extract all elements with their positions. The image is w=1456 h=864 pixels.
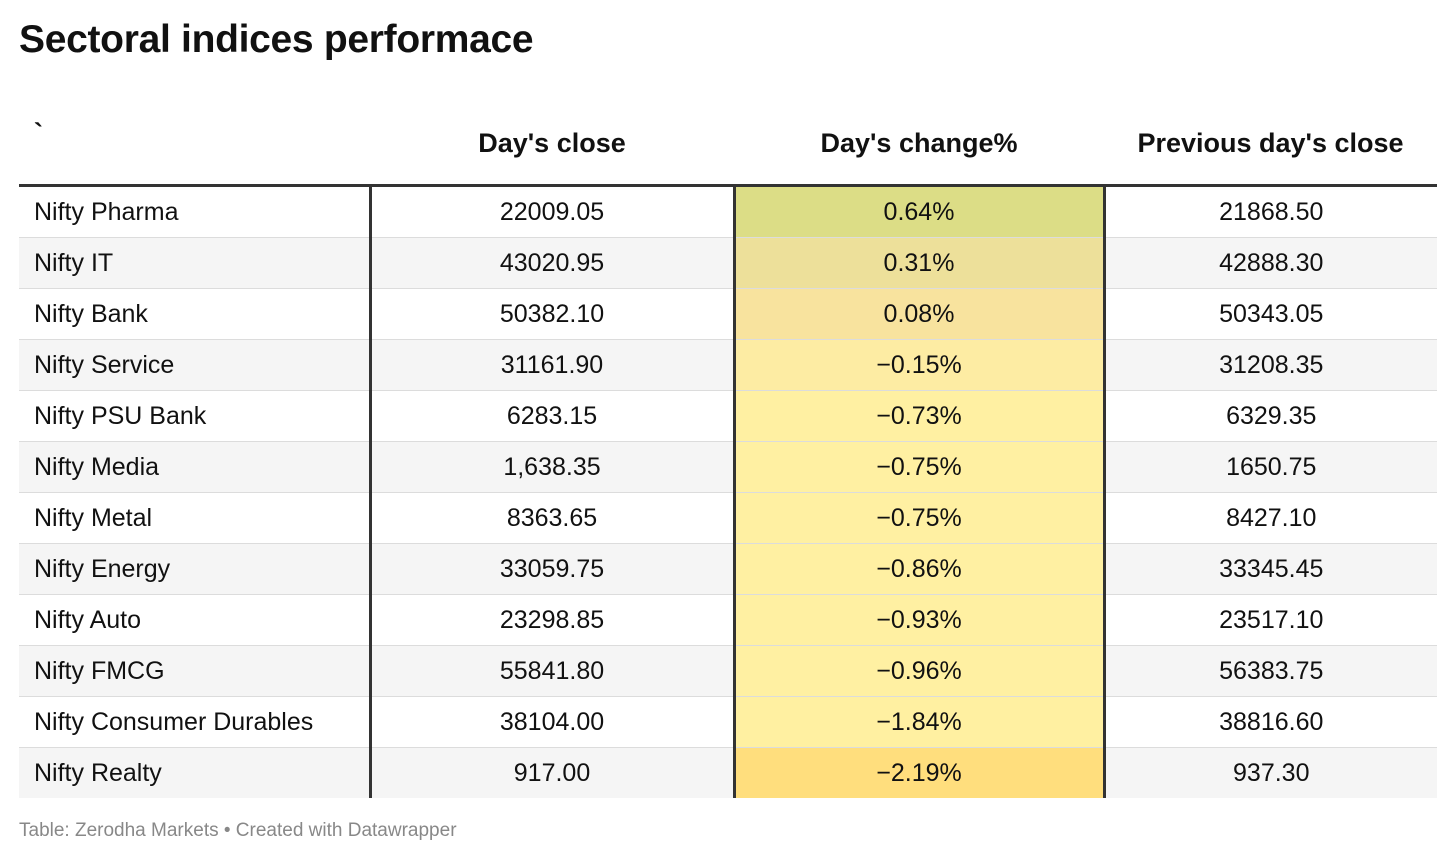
index-name-cell: Nifty Bank: [19, 288, 372, 340]
days-close-cell: 917.00: [370, 747, 734, 798]
previous-close-cell: 31208.35: [1104, 339, 1437, 391]
index-name-cell: Nifty Pharma: [19, 185, 372, 238]
days-change-cell: −0.75%: [732, 492, 1106, 544]
days-close-cell: 55841.80: [370, 645, 734, 697]
index-name-cell: Nifty Auto: [19, 594, 372, 646]
days-close-cell: 43020.95: [370, 237, 734, 289]
previous-close-cell: 6329.35: [1104, 390, 1437, 442]
table-row: Nifty Auto 23298.85 −0.93% 23517.10: [19, 594, 1437, 646]
table-row: Nifty IT 43020.95 0.31% 42888.30: [19, 237, 1437, 289]
days-change-cell: −0.73%: [732, 390, 1106, 442]
column-header-name: `: [19, 102, 370, 187]
days-change-cell: 0.08%: [732, 288, 1106, 340]
index-name-cell: Nifty FMCG: [19, 645, 372, 697]
days-close-cell: 50382.10: [370, 288, 734, 340]
previous-close-cell: 38816.60: [1104, 696, 1437, 748]
previous-close-cell: 937.30: [1104, 747, 1437, 798]
index-name-cell: Nifty Realty: [19, 747, 372, 798]
days-change-cell: −1.84%: [732, 696, 1106, 748]
days-change-cell: −0.15%: [732, 339, 1106, 391]
days-close-cell: 1,638.35: [370, 441, 734, 493]
days-close-cell: 23298.85: [370, 594, 734, 646]
index-name-cell: Nifty PSU Bank: [19, 390, 372, 442]
days-change-cell: −0.75%: [732, 441, 1106, 493]
table-row: Nifty Consumer Durables 38104.00 −1.84% 388…: [19, 696, 1437, 748]
table-row: Nifty Bank 50382.10 0.08% 50343.05: [19, 288, 1437, 340]
previous-close-cell: 33345.45: [1104, 543, 1437, 595]
table-row: Nifty Pharma 22009.05 0.64% 21868.50: [19, 185, 1437, 238]
index-name-cell: Nifty Energy: [19, 543, 372, 595]
days-close-cell: 38104.00: [370, 696, 734, 748]
previous-close-cell: 23517.10: [1104, 594, 1437, 646]
source-footer: Table: Zerodha Markets • Created with Da…: [19, 820, 457, 841]
previous-close-cell: 42888.30: [1104, 237, 1437, 289]
table-row: Nifty Energy 33059.75 −0.86% 33345.45: [19, 543, 1437, 595]
column-header-close: Day's close: [370, 102, 734, 187]
previous-close-cell: 56383.75: [1104, 645, 1437, 697]
index-name-cell: Nifty Service: [19, 339, 372, 391]
previous-close-cell: 8427.10: [1104, 492, 1437, 544]
days-change-cell: −0.96%: [732, 645, 1106, 697]
table-row: Nifty Media 1,638.35 −0.75% 1650.75: [19, 441, 1437, 493]
header-row: ` Day's close Day's change% Previous day…: [19, 102, 1437, 187]
days-close-cell: 6283.15: [370, 390, 734, 442]
days-close-cell: 22009.05: [370, 185, 734, 238]
days-close-cell: 33059.75: [370, 543, 734, 595]
table-row: Nifty Service 31161.90 −0.15% 31208.35: [19, 339, 1437, 391]
index-name-cell: Nifty Metal: [19, 492, 372, 544]
column-header-prev: Previous day's close: [1104, 102, 1437, 187]
page-title: Sectoral indices performace: [19, 18, 534, 61]
table-row: Nifty Metal 8363.65 −0.75% 8427.10: [19, 492, 1437, 544]
previous-close-cell: 50343.05: [1104, 288, 1437, 340]
days-close-cell: 8363.65: [370, 492, 734, 544]
index-name-cell: Nifty IT: [19, 237, 372, 289]
index-name-cell: Nifty Media: [19, 441, 372, 493]
days-close-cell: 31161.90: [370, 339, 734, 391]
table-row: Nifty FMCG 55841.80 −0.96% 56383.75: [19, 645, 1437, 697]
days-change-cell: 0.64%: [732, 185, 1106, 238]
previous-close-cell: 1650.75: [1104, 441, 1437, 493]
index-name-cell: Nifty Consumer Durables: [19, 696, 372, 748]
table-row: Nifty Realty 917.00 −2.19% 937.30: [19, 747, 1437, 798]
days-change-cell: −0.86%: [732, 543, 1106, 595]
table-row: Nifty PSU Bank 6283.15 −0.73% 6329.35: [19, 390, 1437, 442]
days-change-cell: 0.31%: [732, 237, 1106, 289]
days-change-cell: −2.19%: [732, 747, 1106, 798]
column-header-change: Day's change%: [734, 102, 1104, 187]
days-change-cell: −0.93%: [732, 594, 1106, 646]
table-body: Nifty Pharma 22009.05 0.64% 21868.50 Nifty I…: [19, 185, 1437, 798]
previous-close-cell: 21868.50: [1104, 185, 1437, 238]
sector-table: ` Day's close Day's change% Previous day…: [19, 102, 1437, 798]
